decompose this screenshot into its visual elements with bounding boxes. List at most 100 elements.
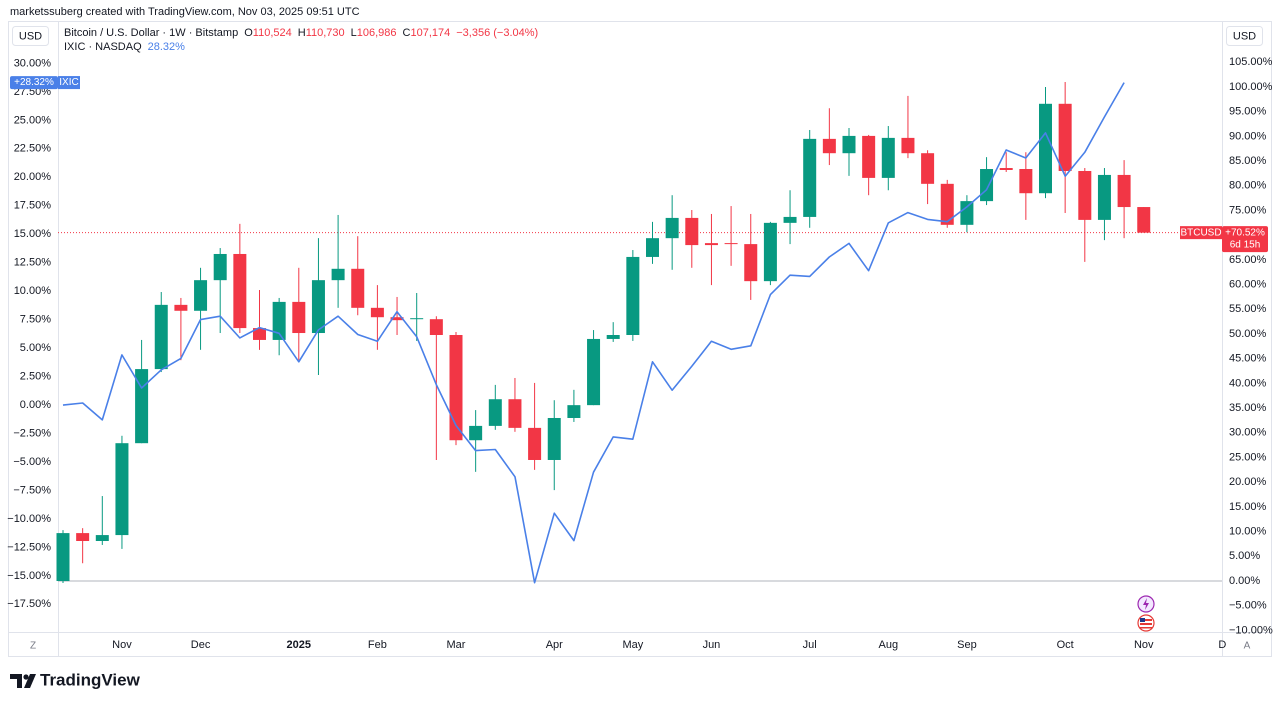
x-tick-label: Jun (703, 639, 721, 651)
legend-overlay: IXIC · NASDAQ 28.32% (64, 41, 185, 53)
flag-stripe (1140, 619, 1152, 621)
legend-value: 110,730 (306, 27, 345, 39)
candle-body (940, 183, 954, 225)
candle-body (429, 319, 443, 335)
y-tick-label: 5.00% (20, 342, 51, 354)
candle-body (960, 201, 974, 225)
y-tick-label: 10.00% (14, 285, 52, 297)
flag-stripe (1140, 627, 1152, 629)
legend-value: 107,174 (410, 27, 450, 39)
candle-body (390, 317, 404, 321)
y2-tick-label: 15.00% (1229, 501, 1267, 513)
candle-body (685, 217, 699, 246)
y-tick-label: 15.00% (14, 228, 52, 240)
legend-key: C (403, 27, 411, 39)
y-tick-label: 20.00% (14, 171, 52, 183)
candle-body (56, 533, 70, 582)
logo-shape (24, 674, 36, 688)
x-tick-label: Jul (803, 639, 817, 651)
right-scale-button[interactable] (1226, 26, 1263, 46)
y-tick-label: −15.00% (7, 570, 51, 582)
x-tick-label: Mar (447, 639, 466, 651)
candle-body (449, 334, 463, 441)
candle-body (370, 307, 384, 318)
y-tick-label: 12.50% (14, 257, 52, 269)
candle-body (862, 135, 876, 178)
y2-tick-label: −10.00% (1229, 624, 1273, 636)
x-tick-label: Oct (1057, 639, 1074, 651)
legend-series-name: IXIC · NASDAQ (64, 41, 142, 53)
candle-body (1058, 103, 1072, 171)
y2-tick-label: 0.00% (1229, 575, 1260, 587)
candle-body (783, 216, 797, 223)
y-tick-label: 22.50% (14, 143, 52, 155)
candle-body (763, 222, 777, 282)
candle-body (135, 369, 149, 444)
left-scale-label[interactable]: USD (19, 30, 42, 42)
candle-body (331, 268, 345, 281)
y2-tick-label: 95.00% (1229, 106, 1267, 118)
x-tick-label: Dec (191, 639, 211, 651)
y2-tick-label: 85.00% (1229, 155, 1267, 167)
candle-body (351, 268, 365, 308)
candle-body (626, 256, 640, 335)
candle-body (803, 138, 817, 217)
legend-key: O (244, 27, 253, 39)
y-tick-label: 7.50% (20, 314, 51, 326)
y2-tick-label: 25.00% (1229, 451, 1267, 463)
candle-body (1117, 174, 1131, 208)
chart-frame (8, 21, 1272, 657)
legend-name: Bitcoin / U.S. Dollar · 1W · Bitstamp (64, 27, 238, 39)
x-tick-label: Sep (957, 639, 977, 651)
candle-body (272, 301, 286, 340)
candle-body (842, 135, 856, 154)
price-name-tag-label: BTCUSD (1180, 227, 1221, 238)
candle-body (646, 238, 659, 257)
y-tick-label: 25.00% (14, 114, 52, 126)
candle-body (881, 137, 895, 178)
logo-shape (10, 674, 22, 688)
y-tick-label: −5.00% (13, 456, 51, 468)
y2-tick-label: 45.00% (1229, 353, 1267, 365)
candle-body (606, 334, 620, 339)
candle-body (253, 328, 266, 340)
y2-tick-label: 60.00% (1229, 279, 1267, 291)
x-tick-label: Nov (1134, 639, 1154, 651)
series-name-tag (58, 76, 80, 90)
flag-canton (1140, 618, 1145, 622)
header-text: marketssuberg created with TradingView.c… (10, 6, 360, 18)
x-tick-label: Feb (368, 639, 387, 651)
legend-main: Bitcoin / U.S. Dollar · 1W · Bitstamp O 11… (64, 27, 538, 39)
candle-body (410, 318, 424, 320)
y2-tick-label: 20.00% (1229, 476, 1267, 488)
candle-body (292, 301, 306, 334)
candle-body (587, 338, 601, 406)
candle-body (665, 217, 679, 239)
candle-body (999, 168, 1013, 170)
corner-right-button[interactable]: A (1244, 641, 1251, 652)
x-tick-label: May (622, 639, 643, 651)
legend-change: −3,356 (−3.04%) (456, 27, 538, 39)
candle-body (213, 253, 227, 281)
y2-tick-label: −5.00% (1229, 600, 1267, 612)
right-scale-label[interactable]: USD (1233, 30, 1256, 42)
y2-tick-label: 5.00% (1229, 550, 1260, 562)
y2-tick-label: 55.00% (1229, 303, 1267, 315)
y2-tick-label: 100.00% (1229, 81, 1273, 93)
left-scale-button[interactable] (12, 26, 49, 46)
candle-body (488, 399, 502, 426)
candle-body (547, 417, 561, 460)
price-name-tag (1180, 226, 1222, 240)
corner-left-button[interactable]: Z (30, 641, 36, 652)
candle-body (744, 244, 758, 282)
candle-body (194, 280, 208, 311)
candle-body (469, 425, 483, 441)
candle-body (311, 280, 325, 334)
x-tick-label: Aug (879, 639, 899, 651)
series-axis-tag-label: +28.32% (14, 77, 54, 88)
y-tick-label: −7.50% (13, 484, 51, 496)
flag-stripe (1140, 623, 1152, 625)
y2-tick-label: 10.00% (1229, 526, 1267, 538)
